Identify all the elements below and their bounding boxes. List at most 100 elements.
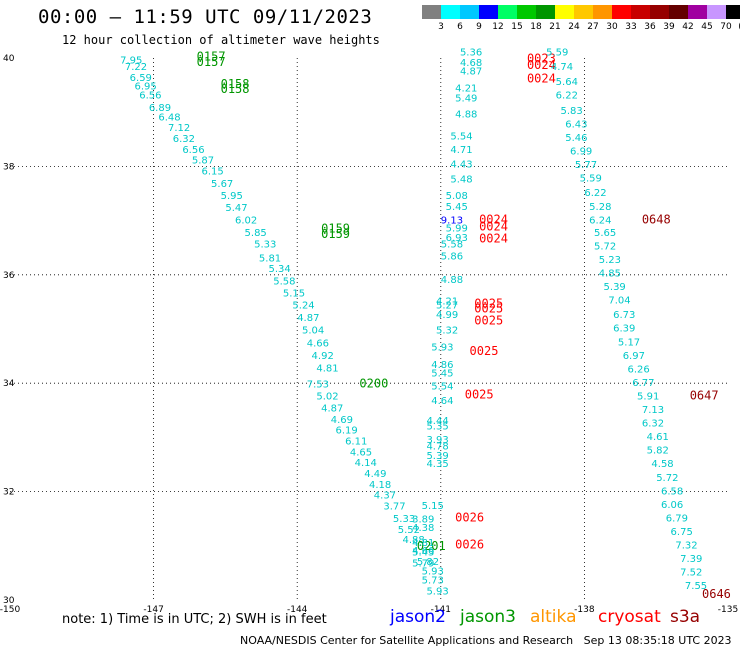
pass-time-label: 0025	[474, 314, 503, 328]
pass-time-label: 0025	[474, 302, 503, 316]
wave-height-value: 6.32	[173, 134, 195, 145]
wave-height-value: 5.86	[441, 252, 463, 263]
pass-time-label: 0024	[527, 71, 556, 85]
satellite-legend-jason2: jason2	[390, 607, 446, 627]
footnote: note: 1) Time is in UTC; 2) SWH is in fe…	[62, 612, 327, 627]
wave-height-value: 5.15	[422, 501, 444, 512]
wave-height-value: 4.87	[297, 313, 319, 324]
wave-height-value: 5.58	[441, 240, 463, 251]
wave-height-value: 5.54	[450, 131, 472, 142]
wave-height-value: 6.24	[589, 215, 611, 226]
timestamp-text: Sep 13 08:35:18 UTC 2023	[583, 634, 732, 647]
satellite-legend-jason3: jason3	[460, 607, 516, 627]
wave-height-value: 5.93	[422, 567, 444, 578]
wave-height-value: 5.33	[254, 240, 276, 251]
y-tick-label: 32	[3, 488, 14, 498]
color-scale-swatch	[593, 5, 612, 19]
wave-height-value: 6.06	[661, 500, 683, 511]
wave-height-value: 5.39	[426, 451, 448, 462]
wave-height-value: 5.52	[398, 525, 420, 536]
wave-height-value: 5.36	[460, 47, 482, 58]
pass-time-label: 0023	[527, 51, 556, 65]
wave-height-value: 4.18	[369, 480, 391, 491]
wave-height-value: 6.59	[130, 73, 152, 84]
wave-height-value: 4.88	[455, 110, 477, 121]
wave-height-value: 5.49	[455, 93, 477, 104]
color-scale-label: 36	[644, 22, 656, 32]
satellite-legend-cryosat: cryosat	[598, 607, 661, 627]
wave-height-value: 6.97	[623, 351, 645, 362]
y-tick-label: 34	[3, 379, 15, 389]
wave-height-value: 6.11	[345, 436, 367, 447]
x-tick-label: -141	[431, 605, 451, 615]
wave-height-value: 4.49	[364, 469, 386, 480]
wave-height-value: 5.85	[245, 228, 267, 239]
pass-time-label: 0024	[479, 231, 508, 245]
wave-height-value: 6.43	[565, 119, 587, 130]
wave-height-value: 4.21	[436, 297, 458, 308]
wave-height-value: 6.22	[584, 188, 606, 199]
wave-height-value: 4.21	[455, 84, 477, 95]
wave-height-value: 5.24	[292, 300, 314, 311]
wave-height-value: 5.47	[225, 203, 247, 214]
color-scale-label: 45	[701, 22, 713, 32]
wave-height-value: 6.99	[570, 146, 592, 157]
wave-height-value: 7.22	[125, 62, 147, 73]
wave-height-value: 7.55	[685, 581, 707, 592]
wave-height-value: 4.43	[450, 159, 472, 170]
pass-time-label: 0026	[455, 510, 484, 524]
wave-height-value: 6.89	[149, 103, 171, 114]
x-tick-label: -150	[0, 605, 20, 615]
chart-subtitle: 12 hour collection of altimeter wave hei…	[62, 33, 380, 47]
wave-height-value: 7.52	[680, 568, 702, 579]
wave-height-value: 5.45	[446, 202, 468, 213]
wave-height-value: 5.46	[565, 133, 587, 144]
color-scale-swatch	[498, 5, 517, 19]
wave-height-value: 4.66	[412, 546, 434, 557]
wave-height-value: 5.23	[599, 255, 621, 266]
color-scale-swatch	[536, 5, 555, 19]
wave-height-value: 4.58	[651, 459, 673, 470]
wave-height-value: 7.04	[608, 296, 630, 307]
pass-time-label: 0158	[221, 77, 250, 91]
wave-height-value: 5.54	[431, 382, 453, 393]
wave-height-value: 5.67	[211, 179, 233, 190]
color-scale-swatch	[574, 5, 593, 19]
wave-height-value: 3.93	[426, 435, 448, 446]
wave-height-value: 5.33	[393, 514, 415, 525]
wave-height-value: 5.48	[450, 175, 472, 186]
wave-height-value: 5.81	[259, 253, 281, 264]
wave-height-value: 4.68	[460, 58, 482, 69]
pass-time-label: 0024	[479, 212, 508, 226]
color-scale-label: 12	[492, 22, 504, 32]
color-scale-label: 24	[568, 22, 580, 32]
wave-height-value: 4.71	[450, 145, 472, 156]
color-scale-swatch	[726, 5, 740, 19]
wave-height-value: 4.69	[331, 415, 353, 426]
wave-height-value: 5.59	[546, 47, 568, 58]
credit-text: NOAA/NESDIS Center for Satellite Applica…	[240, 634, 574, 647]
wave-height-value: 6.15	[201, 167, 223, 178]
wave-height-value: 5.45	[431, 369, 453, 380]
wave-height-value: 5.59	[580, 174, 602, 185]
pass-time-label: 0025	[465, 387, 494, 401]
wave-height-value: 4.37	[374, 491, 396, 502]
x-tick-label: -144	[287, 605, 308, 615]
pass-time-label: 0024	[527, 58, 556, 72]
wave-height-value: 4.78	[426, 441, 448, 452]
satellite-legend-s3a: s3a	[670, 607, 701, 627]
color-scale-swatch	[460, 5, 479, 19]
wave-height-value: 7.12	[168, 123, 190, 134]
pass-time-label: 0157	[197, 50, 226, 64]
wave-height-value: 6.79	[666, 513, 688, 524]
wave-height-value: 6.32	[642, 419, 664, 430]
wave-height-value: 5.43	[412, 548, 434, 559]
wave-height-value: 5.72	[594, 241, 616, 252]
wave-height-value: 6.93	[446, 233, 468, 244]
wave-height-value: 5.93	[431, 343, 453, 354]
wave-height-value: 4.74	[551, 62, 573, 73]
pass-time-label: 0159	[321, 227, 350, 241]
wave-height-value: 6.73	[613, 310, 635, 321]
wave-height-value: 4.66	[307, 338, 329, 349]
